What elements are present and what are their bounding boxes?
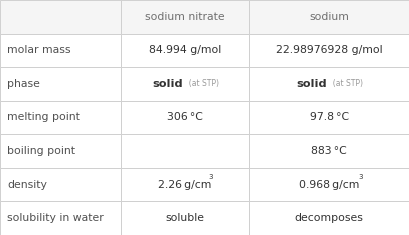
Bar	[121, 101, 249, 134]
Bar	[249, 168, 409, 201]
Bar	[121, 201, 249, 235]
Text: solid: solid	[297, 79, 327, 89]
Text: (at STP): (at STP)	[184, 79, 219, 88]
Bar	[121, 67, 249, 101]
Bar	[0, 67, 121, 101]
Bar	[249, 67, 409, 101]
Text: molar mass: molar mass	[7, 45, 71, 55]
Text: solid: solid	[153, 79, 183, 89]
Text: sodium nitrate: sodium nitrate	[145, 12, 225, 22]
Bar	[121, 168, 249, 201]
Bar	[249, 0, 409, 34]
Bar	[0, 101, 121, 134]
Bar	[0, 0, 121, 34]
Text: 883 °C: 883 °C	[311, 146, 347, 156]
Text: soluble: soluble	[166, 213, 204, 223]
Text: decomposes: decomposes	[295, 213, 364, 223]
Text: boiling point: boiling point	[7, 146, 75, 156]
Text: 84.994 g/mol: 84.994 g/mol	[149, 45, 221, 55]
Bar	[249, 101, 409, 134]
Text: 306 °C: 306 °C	[167, 113, 203, 122]
Text: 2.26 g/cm: 2.26 g/cm	[158, 180, 212, 190]
Text: 3: 3	[358, 174, 362, 180]
Bar	[121, 34, 249, 67]
Text: solubility in water: solubility in water	[7, 213, 104, 223]
Bar	[249, 34, 409, 67]
Bar	[0, 34, 121, 67]
Bar	[249, 201, 409, 235]
Bar	[249, 134, 409, 168]
Bar	[0, 168, 121, 201]
Text: phase: phase	[7, 79, 40, 89]
Text: 3: 3	[208, 174, 213, 180]
Text: (at STP): (at STP)	[328, 79, 364, 88]
Bar	[0, 201, 121, 235]
Text: melting point: melting point	[7, 113, 80, 122]
Text: 97.8 °C: 97.8 °C	[310, 113, 349, 122]
Bar	[121, 134, 249, 168]
Text: 0.968 g/cm: 0.968 g/cm	[299, 180, 360, 190]
Bar	[0, 134, 121, 168]
Text: 22.98976928 g/mol: 22.98976928 g/mol	[276, 45, 382, 55]
Text: density: density	[7, 180, 47, 190]
Bar	[121, 0, 249, 34]
Text: sodium: sodium	[309, 12, 349, 22]
